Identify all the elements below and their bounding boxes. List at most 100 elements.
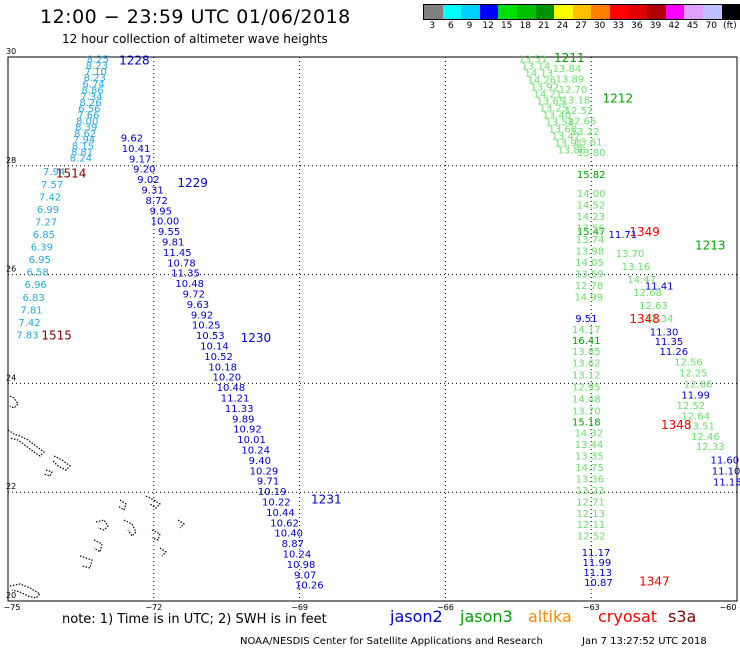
wave-height-label: 14.17 (572, 325, 601, 336)
wave-height-label: 10.41 (122, 144, 151, 155)
wave-height-label: 10.52 (204, 352, 233, 363)
wave-height-label: 9.72 (183, 290, 205, 301)
latitude-tick-label: 24 (6, 373, 16, 382)
wave-height-label: 12.66 (568, 117, 597, 128)
wave-height-label: 13.59 (575, 269, 604, 280)
wave-height-label: 12.86 (684, 379, 713, 390)
wave-height-label: 9.62 (121, 134, 143, 145)
wave-height-label: 15.82 (577, 170, 606, 181)
color-swatch (647, 5, 666, 19)
wave-height-label: 6.39 (31, 243, 53, 254)
color-scale-label: 45 (686, 21, 699, 31)
color-swatch (702, 5, 722, 19)
pass-number-label: 1230 (241, 331, 272, 345)
wave-height-label: 10.24 (283, 549, 312, 560)
color-swatch (665, 5, 685, 19)
wave-height-label: 16.41 (572, 336, 601, 347)
wave-height-label: 12.25 (679, 369, 708, 380)
color-scale-label: 30 (593, 21, 606, 31)
color-swatch (535, 5, 555, 19)
wave-height-label: 13.58 (545, 118, 574, 129)
color-scale-label: 24 (556, 21, 569, 31)
wave-height-label: 15.18 (572, 417, 601, 428)
wave-height-label: 13.92 (531, 83, 560, 94)
wave-height-label: 13.35 (575, 451, 604, 462)
wave-height-label: 10.19 (258, 487, 287, 498)
wave-height-label: 6.58 (27, 268, 49, 279)
wave-height-label: 12.13 (576, 509, 605, 520)
wave-height-label: 13.14 (522, 62, 551, 73)
wave-height-label: 6.74 (83, 79, 105, 90)
wave-height-label: 11.41 (645, 281, 674, 292)
wave-height-label: 13.84 (553, 64, 582, 75)
color-swatch (479, 5, 499, 19)
wave-height-label: 9.40 (249, 456, 271, 467)
wave-height-label: 11.15 (713, 477, 740, 488)
longitude-tick-label: −69 (291, 603, 308, 612)
wave-height-label: 12.33 (696, 442, 725, 453)
color-swatch (572, 5, 592, 19)
wave-height-label: 8.23 (84, 73, 106, 84)
pass-number-label: 1348 (629, 312, 660, 326)
color-scale-labels: 3 6 9 12 15 18 21 24 27 30 33 36 39 42 45 70 (ft) (423, 21, 736, 33)
wave-height-label: 12.46 (691, 432, 720, 443)
wave-height-label: 12.78 (575, 281, 604, 292)
wave-height-label: 11.45 (163, 248, 192, 259)
wave-height-label: 9.71 (257, 477, 279, 488)
satellite-legend-cryosat: cryosat (598, 607, 658, 626)
wave-height-label: 9.92 (191, 310, 213, 321)
wave-height-label: 11.33 (225, 404, 254, 415)
pass-number-label: 1514 (56, 166, 87, 180)
wave-height-label: 10.53 (196, 331, 225, 342)
wave-height-label: 11.71 (608, 230, 637, 241)
wave-height-label: 8.24 (70, 154, 92, 165)
wave-height-label: 6.83 (22, 293, 44, 304)
coastline (93, 539, 103, 553)
wave-height-label: 7.34 (80, 92, 102, 103)
wave-height-label: 6.85 (33, 230, 55, 241)
latitude-tick-label: 28 (6, 156, 16, 165)
wave-height-label: 10.18 (208, 362, 237, 373)
pass-number-label: 1515 (41, 328, 72, 342)
wave-height-label: 10.87 (584, 578, 613, 589)
wave-height-label: 10.00 (151, 217, 180, 228)
wave-height-label: 10.98 (287, 560, 316, 571)
color-scale-label: 39 (649, 21, 662, 31)
wave-height-label: 14.13 (525, 69, 554, 80)
coastline (177, 519, 185, 529)
wave-height-label: 13.86 (557, 145, 586, 156)
wave-height-label: 11.99 (681, 390, 710, 401)
wave-height-label: 6.56 (78, 104, 100, 115)
wave-height-label: 11.26 (659, 347, 688, 358)
wave-height-label: 12.52 (677, 401, 706, 412)
wave-height-label: 13.25 (539, 104, 568, 115)
wave-height-label: 13.65 (537, 97, 566, 108)
wave-height-label: 12.95 (572, 383, 601, 394)
color-scale-label: 15 (500, 21, 513, 31)
wave-height-label: 9.81 (162, 238, 184, 249)
color-scale-label: 6 (448, 21, 454, 31)
wave-height-label: 7.27 (35, 217, 57, 228)
wave-height-label: 10.24 (241, 445, 270, 456)
wave-height-label: 7.81 (20, 305, 42, 316)
wave-height-label: 10.44 (266, 508, 295, 519)
wave-height-label: 8.25 (87, 55, 109, 66)
satellite-legend-jason2: jason2 (390, 607, 443, 626)
wave-height-label: 8.86 (81, 86, 103, 97)
pass-number-label: 1212 (603, 91, 634, 105)
wave-height-label: 13.51 (519, 55, 548, 66)
wave-height-label: 13.80 (577, 148, 606, 159)
latitude-tick-label: 22 (6, 482, 16, 491)
wave-height-label: 7.10 (85, 67, 107, 78)
credit-text: NOAA/NESDIS Center for Satellite Applica… (240, 636, 543, 647)
wave-height-label: 10.01 (237, 435, 266, 446)
chart-subtitle: 12 hour collection of altimeter wave hei… (62, 32, 328, 46)
color-scale-label: 70 (705, 21, 718, 31)
wave-height-label: 13.62 (572, 359, 601, 370)
wave-height-label: 14.00 (577, 189, 606, 200)
wave-height-label: 7.42 (18, 318, 40, 329)
wave-height-label: 14.23 (576, 212, 605, 223)
wave-height-label: 11.35 (655, 337, 684, 348)
longitude-tick-label: −66 (437, 603, 454, 612)
wave-height-label: 7.83 (16, 330, 38, 341)
